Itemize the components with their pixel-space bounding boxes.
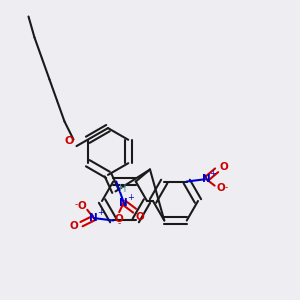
Text: O: O — [219, 162, 228, 172]
Text: H: H — [119, 184, 127, 194]
Text: +: + — [209, 169, 216, 178]
Text: -: - — [118, 220, 121, 229]
Text: N: N — [119, 197, 128, 208]
Text: O: O — [77, 201, 86, 211]
Text: N: N — [202, 174, 211, 184]
Text: -: - — [225, 183, 228, 192]
Text: O: O — [64, 136, 74, 146]
Text: -: - — [75, 200, 78, 209]
Text: O: O — [69, 220, 78, 231]
Text: O: O — [135, 212, 144, 222]
Text: O: O — [114, 214, 123, 224]
Text: O: O — [217, 183, 225, 193]
Text: +: + — [97, 208, 104, 217]
Text: N: N — [89, 213, 98, 223]
Text: +: + — [127, 193, 134, 202]
